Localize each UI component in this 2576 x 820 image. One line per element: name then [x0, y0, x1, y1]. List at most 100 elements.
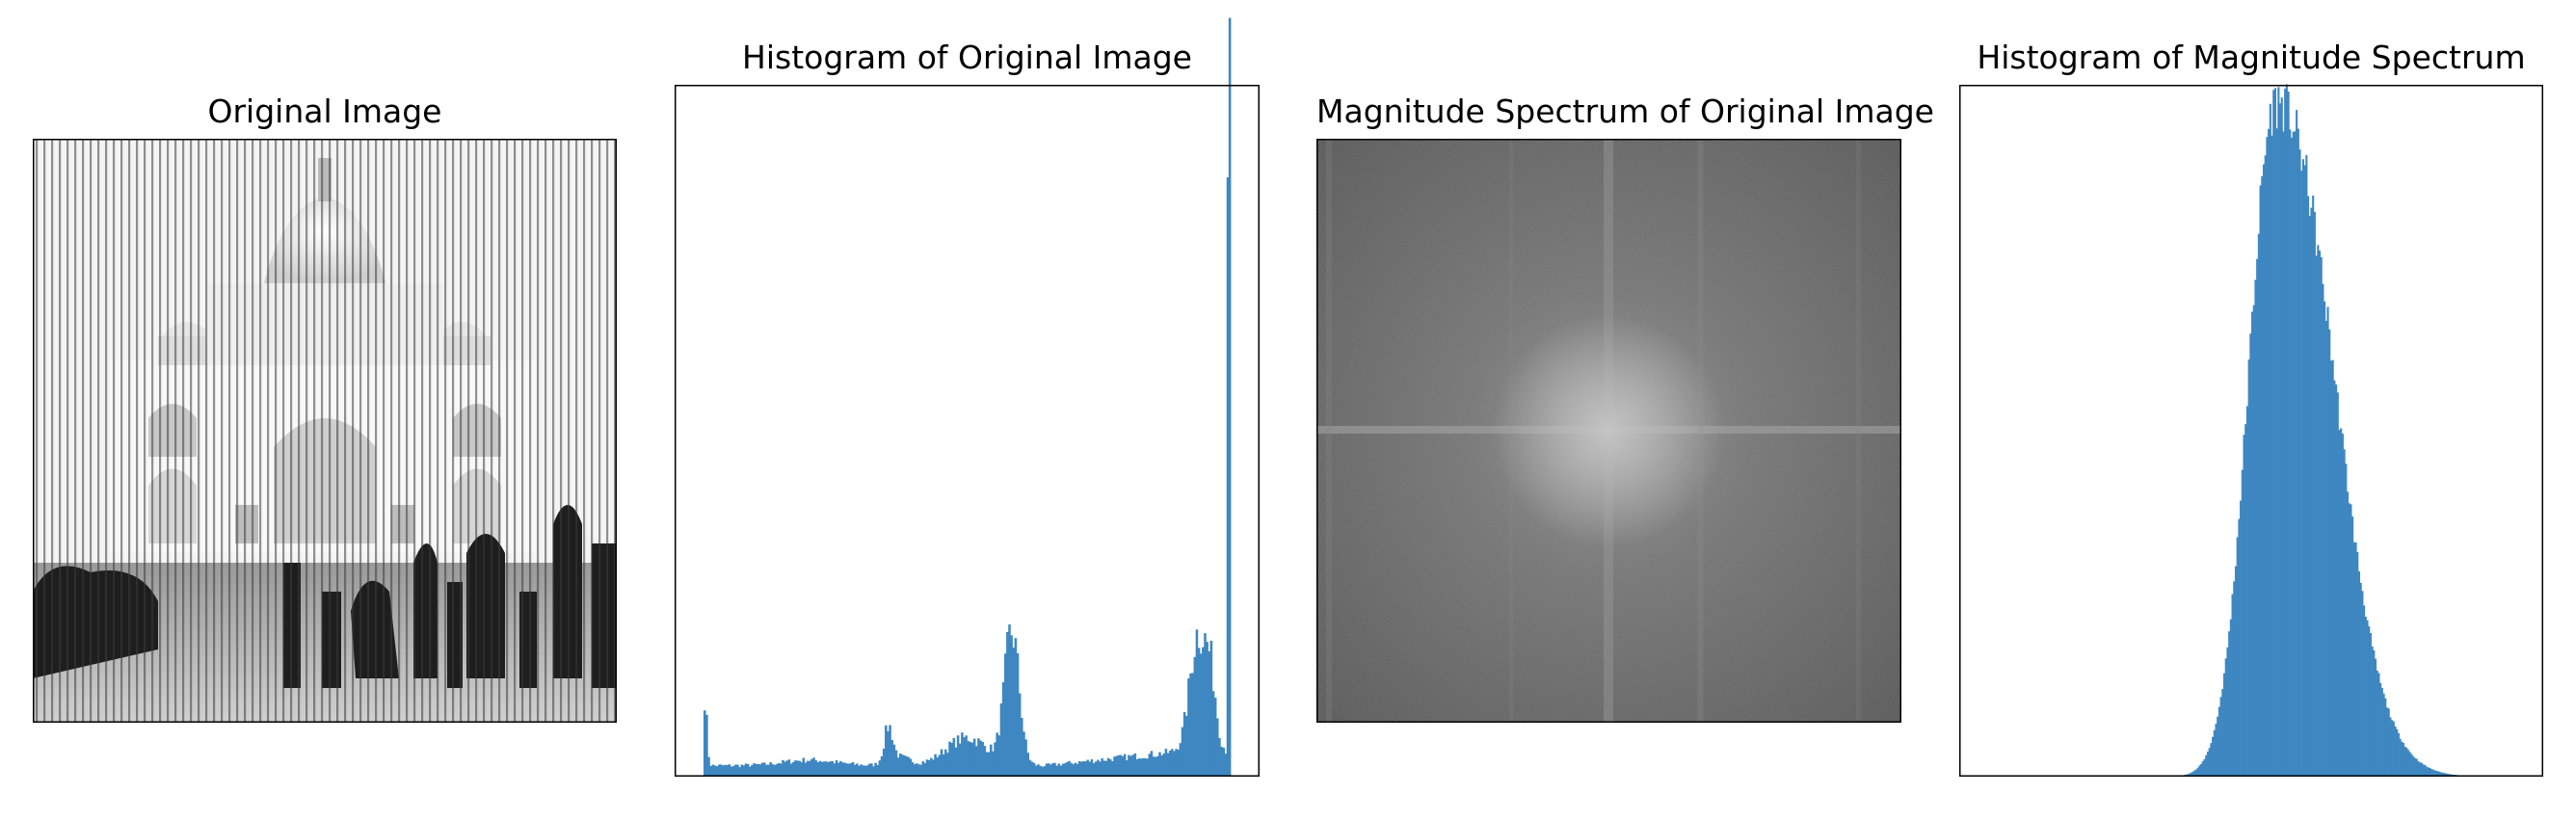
histogram-bar [720, 764, 723, 777]
histogram-bar [1061, 763, 1065, 777]
stripe [228, 139, 231, 723]
stripe [413, 139, 416, 723]
histogram-bar [880, 755, 884, 777]
histogram-bar [804, 762, 808, 777]
histogram-bar [1032, 762, 1036, 777]
histogram-bar [2279, 103, 2282, 778]
stripe [506, 139, 509, 723]
histogram-bar [1216, 718, 1219, 777]
stripe [521, 139, 524, 723]
histogram-bar [849, 762, 853, 777]
histogram-bar [2425, 766, 2428, 777]
stripe [537, 139, 540, 723]
histogram-bar [999, 703, 1003, 777]
histogram-bar [2384, 698, 2387, 777]
histogram-bar [1181, 727, 1184, 777]
histogram-bar [822, 761, 826, 777]
original-image-panel [33, 139, 617, 723]
histogram-magnitude-chart [1959, 84, 2543, 778]
histogram-bar [2331, 359, 2334, 777]
histogram-bar [1123, 754, 1127, 777]
histogram-bar [2396, 728, 2399, 777]
histogram-bar [851, 762, 855, 777]
histogram-bar [794, 760, 797, 777]
histogram-bar [1182, 711, 1186, 777]
histogram-bar [800, 761, 803, 777]
stripe [491, 139, 493, 723]
histogram-bar [845, 763, 848, 777]
histogram-bar [872, 766, 875, 777]
histogram-bar [2369, 633, 2372, 777]
histogram-bar [816, 762, 820, 777]
histogram-bar [1001, 682, 1005, 777]
histogram-bar [890, 740, 893, 777]
histogram-bar [2424, 764, 2427, 777]
histogram-bar [2431, 769, 2434, 777]
histogram-bar [2346, 491, 2350, 777]
histogram-bar [2352, 542, 2355, 777]
histogram-bar [2243, 435, 2245, 777]
stripe [128, 139, 131, 723]
stripe [97, 139, 100, 723]
histogram-bar [2266, 137, 2269, 777]
histogram-bar [1045, 763, 1049, 777]
histogram-bar [746, 763, 750, 777]
stripe [398, 139, 401, 723]
histogram-bar [1059, 765, 1063, 777]
histogram-bar [787, 759, 791, 777]
histogram-bar [954, 747, 958, 777]
histogram-bar [965, 735, 968, 777]
histogram-bar [1129, 755, 1132, 777]
histogram-bar [936, 757, 939, 777]
histogram-bar [2251, 311, 2254, 777]
histogram-bar [1162, 753, 1166, 777]
histogram-bar [2351, 516, 2354, 777]
histogram-bar [837, 762, 840, 777]
histogram-bar [2217, 706, 2220, 777]
histogram-bar [1142, 757, 1145, 777]
stripe [182, 139, 185, 723]
histogram-bar [1175, 749, 1178, 777]
stripe [406, 139, 409, 723]
histogram-bar [1126, 760, 1129, 777]
histogram-bar [722, 765, 725, 777]
histogram-bar [917, 764, 920, 777]
histogram-bar [2222, 673, 2226, 777]
histogram-bar [911, 762, 915, 777]
histogram-bar [1213, 698, 1217, 777]
histogram-bar [2213, 729, 2216, 777]
histogram-bar [990, 744, 993, 777]
histogram-bar [1128, 754, 1130, 777]
histogram-bar [992, 751, 995, 777]
histogram-bar [1171, 749, 1174, 777]
histogram-bar [925, 759, 929, 777]
histogram-bar [1053, 762, 1056, 777]
histogram-bar [938, 754, 942, 777]
histogram-bar [923, 762, 927, 777]
stripe [606, 139, 609, 723]
histogram-bar [806, 760, 810, 777]
histogram-bar [1088, 761, 1092, 777]
histogram-bar [2397, 732, 2400, 777]
histogram-bar [2435, 771, 2438, 777]
histogram-bar [1164, 749, 1168, 777]
stripe [460, 139, 463, 723]
histogram-bar [2436, 771, 2439, 777]
histogram-bar [2285, 84, 2288, 777]
histogram-bar [2277, 87, 2280, 777]
histogram-bar [2298, 149, 2301, 778]
histogram-bar [771, 764, 775, 777]
histogram-bar [1121, 755, 1125, 777]
histogram-bar [1224, 754, 1228, 777]
stripe [544, 139, 547, 723]
histogram-bar [934, 754, 937, 777]
histogram-bar [773, 764, 777, 777]
histogram-bar [780, 763, 783, 777]
stripe [375, 139, 378, 723]
histogram-bar [1076, 763, 1079, 777]
histogram-bar [2326, 306, 2329, 777]
histogram-bar [896, 757, 900, 777]
histogram-bar [789, 763, 793, 777]
histogram-bar [2420, 762, 2423, 777]
histogram-bar [887, 730, 890, 777]
